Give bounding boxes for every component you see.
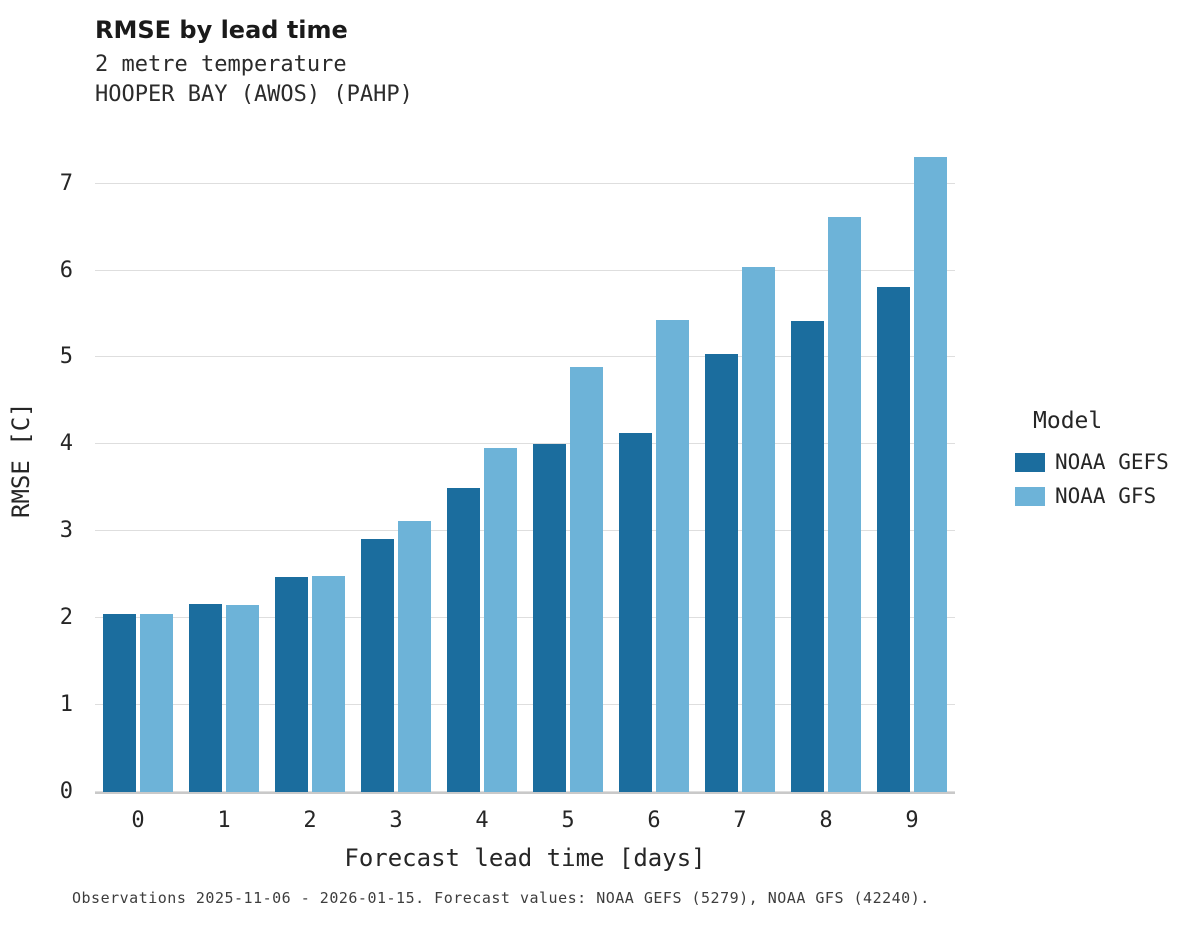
x-tick-9: 9 xyxy=(905,808,919,833)
y-tick-0: 0 xyxy=(59,779,73,804)
legend-label: NOAA GEFS xyxy=(1055,450,1169,474)
gridline-y-4 xyxy=(95,443,955,445)
bar-noaa-gfs-day-3 xyxy=(398,520,431,792)
legend-label: NOAA GFS xyxy=(1055,484,1157,508)
chart-subtitle-variable: 2 metre temperature xyxy=(95,52,347,77)
bar-group-day-6 xyxy=(611,128,697,792)
bar-noaa-gfs-day-9 xyxy=(914,156,947,792)
bar-group-day-9 xyxy=(869,128,955,792)
legend-title: Model xyxy=(1033,408,1103,434)
x-tick-3: 3 xyxy=(389,808,403,833)
bar-noaa-gfs-day-4 xyxy=(484,447,517,792)
bar-group-day-5 xyxy=(525,128,611,792)
y-tick-6: 6 xyxy=(59,257,73,283)
gridline-y-5 xyxy=(95,356,955,358)
legend-swatch-icon xyxy=(1015,452,1045,472)
bar-group-day-2 xyxy=(267,128,353,792)
plot-area xyxy=(95,128,955,794)
bar-group-day-7 xyxy=(697,128,783,792)
bar-noaa-gefs-day-5 xyxy=(533,444,566,792)
gridline-y-6 xyxy=(95,269,955,271)
bar-noaa-gfs-day-1 xyxy=(226,605,259,792)
x-tick-4: 4 xyxy=(475,808,489,833)
y-tick-4: 4 xyxy=(59,431,73,457)
legend-entry-noaa-gefs: NOAA GEFS xyxy=(1015,450,1169,474)
x-tick-8: 8 xyxy=(819,808,833,833)
bar-noaa-gefs-day-7 xyxy=(705,353,738,792)
gridline-y-2 xyxy=(95,617,955,619)
bar-noaa-gfs-day-8 xyxy=(828,216,861,792)
y-tick-labels: 0 1 2 3 4 5 6 7 xyxy=(40,128,85,802)
x-tick-1: 1 xyxy=(217,808,231,833)
gridline-y-3 xyxy=(95,530,955,532)
gridline-y-7 xyxy=(95,182,955,184)
y-tick-7: 7 xyxy=(59,170,73,196)
y-tick-1: 1 xyxy=(59,692,73,718)
bar-noaa-gefs-day-9 xyxy=(877,287,910,792)
bar-noaa-gefs-day-6 xyxy=(619,433,652,792)
bar-noaa-gfs-day-5 xyxy=(570,367,603,792)
bar-group-day-3 xyxy=(353,128,439,792)
legend-swatch-icon xyxy=(1015,486,1045,506)
bars-layer xyxy=(95,128,955,792)
x-tick-0: 0 xyxy=(131,808,145,833)
x-tick-2: 2 xyxy=(303,808,317,833)
footnote-caption: Observations 2025-11-06 - 2026-01-15. Fo… xyxy=(72,889,930,907)
legend: Model NOAA GEFS NOAA GFS xyxy=(1015,408,1169,518)
chart-subtitle-station: HOOPER BAY (AWOS) (PAHP) xyxy=(95,82,413,107)
x-axis-label: Forecast lead time [days] xyxy=(344,844,706,872)
gridline-y-1 xyxy=(95,704,955,706)
bar-noaa-gfs-day-0 xyxy=(140,613,173,792)
bar-noaa-gefs-day-4 xyxy=(447,487,480,792)
x-tick-6: 6 xyxy=(647,808,661,833)
y-tick-5: 5 xyxy=(59,344,73,370)
x-tick-7: 7 xyxy=(733,808,747,833)
bar-noaa-gfs-day-2 xyxy=(312,575,345,792)
bar-noaa-gefs-day-2 xyxy=(275,577,308,792)
bar-noaa-gefs-day-1 xyxy=(189,604,222,792)
y-tick-2: 2 xyxy=(59,605,73,631)
bar-noaa-gfs-day-7 xyxy=(742,267,775,792)
bar-group-day-8 xyxy=(783,128,869,792)
gridlines xyxy=(95,128,955,792)
x-tick-labels: 0 1 2 3 4 5 6 7 8 9 xyxy=(95,808,955,833)
bar-group-day-4 xyxy=(439,128,525,792)
gridline-y-0 xyxy=(95,791,955,792)
bar-noaa-gefs-day-3 xyxy=(361,539,394,792)
bar-group-day-0 xyxy=(95,128,181,792)
bar-noaa-gfs-day-6 xyxy=(656,320,689,792)
y-tick-3: 3 xyxy=(59,518,73,544)
bar-noaa-gefs-day-0 xyxy=(103,613,136,792)
bar-noaa-gefs-day-8 xyxy=(791,320,824,792)
y-axis-label: RMSE [C] xyxy=(7,402,35,518)
bar-group-day-1 xyxy=(181,128,267,792)
legend-entry-noaa-gfs: NOAA GFS xyxy=(1015,484,1169,508)
x-tick-5: 5 xyxy=(561,808,575,833)
chart-title: RMSE by lead time xyxy=(95,16,348,44)
